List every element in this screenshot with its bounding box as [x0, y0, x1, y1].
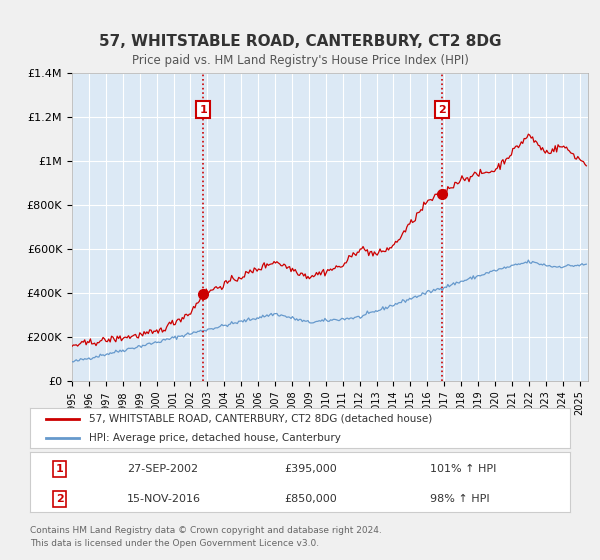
Text: £850,000: £850,000	[284, 494, 337, 504]
Text: 57, WHITSTABLE ROAD, CANTERBURY, CT2 8DG: 57, WHITSTABLE ROAD, CANTERBURY, CT2 8DG	[99, 35, 501, 49]
Text: 101% ↑ HPI: 101% ↑ HPI	[430, 464, 496, 474]
Text: 2: 2	[438, 105, 446, 115]
Text: Contains HM Land Registry data © Crown copyright and database right 2024.: Contains HM Land Registry data © Crown c…	[30, 526, 382, 535]
Text: This data is licensed under the Open Government Licence v3.0.: This data is licensed under the Open Gov…	[30, 539, 319, 548]
Text: 98% ↑ HPI: 98% ↑ HPI	[430, 494, 489, 504]
Text: HPI: Average price, detached house, Canterbury: HPI: Average price, detached house, Cant…	[89, 433, 341, 443]
Text: 27-SEP-2002: 27-SEP-2002	[127, 464, 199, 474]
Text: Price paid vs. HM Land Registry's House Price Index (HPI): Price paid vs. HM Land Registry's House …	[131, 54, 469, 67]
Text: 15-NOV-2016: 15-NOV-2016	[127, 494, 201, 504]
Text: £395,000: £395,000	[284, 464, 337, 474]
Text: 1: 1	[56, 464, 64, 474]
Text: 57, WHITSTABLE ROAD, CANTERBURY, CT2 8DG (detached house): 57, WHITSTABLE ROAD, CANTERBURY, CT2 8DG…	[89, 414, 433, 424]
Text: 2: 2	[56, 494, 64, 504]
Text: 1: 1	[199, 105, 207, 115]
